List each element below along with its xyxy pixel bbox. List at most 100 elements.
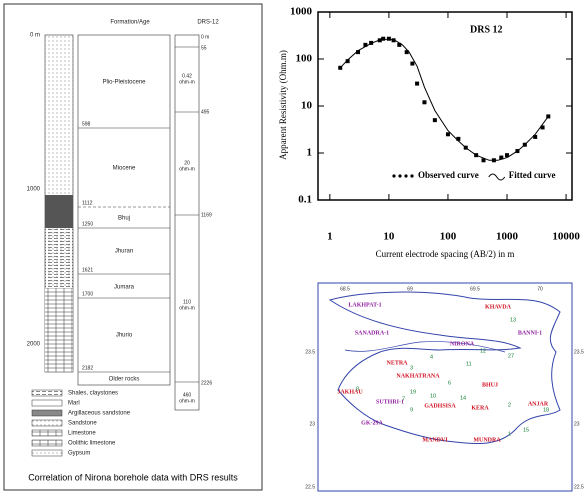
formation-name: Plio-Pleistocene [102,80,146,86]
x-tick-label: 100 [440,231,457,243]
drs-point: 9 [410,407,413,413]
boundary-depth: 598 [82,121,91,127]
lithology-layer [45,228,73,288]
lat-label: 23.5 [574,349,584,355]
place-label: SUTHRI-1 [376,399,404,405]
place-label: GK-29A [361,420,383,426]
lat-label: 23.5 [305,349,315,355]
drs-point: 6 [448,380,451,386]
lat-label: 23 [574,421,580,427]
lithology-layer [45,288,73,372]
observed-point [481,158,486,163]
x-tick-label: 10000 [552,231,580,243]
formation-name: Jhuran [115,249,133,255]
drs-point: 8 [356,386,359,392]
lat-label: 22.5 [305,484,315,490]
drs-unit: ohm-m [179,79,195,85]
drs-point: 15 [523,427,529,433]
place-label: KERA [471,405,489,411]
formation-name: Jumara [114,285,135,291]
lon-label: 68.5 [340,286,350,292]
coastline [328,291,561,445]
x-axis-label: Current electrode spacing (AB/2) in m [376,249,515,259]
depth-label: 0 m [30,33,40,39]
observed-point [533,134,538,139]
legend-label: Oolithic limestone [68,441,116,447]
formation-boundaries [78,127,170,373]
boundary-depth: 1112 [82,200,93,206]
legend-label: Shales, claystones [68,391,118,397]
drs-unit: ohm-m [179,166,195,172]
drs-depth: 55 [201,45,207,51]
drs-point: 19 [410,389,416,395]
y-tick-label: 0.1 [298,194,312,206]
resistivity-chart: DRS 12 Current electrode spacing (AB/2) … [278,6,580,260]
formation-name: Miocene [113,166,136,172]
y-axis-label: Apparent Resistivity (Ohm.m) [278,50,288,160]
boundary-depth: 1621 [82,267,93,273]
panel-border [3,3,263,491]
legend-label: Sandstone [68,421,97,427]
drs-resistivity: 20 [184,160,190,166]
drs-column [174,34,200,411]
lithology-legend [31,389,63,457]
place-label: BHUJ [482,382,498,388]
drs-point: 1 [508,431,511,437]
place-label: NETRA [386,360,408,366]
observed-point [345,59,350,64]
lon-label: 69.5 [470,286,480,292]
observed-point [540,125,545,130]
legend-label: Gypsum [68,451,90,457]
place-label: LAKHPAT-1 [348,302,381,308]
x-tick-label: 10 [383,231,395,243]
legend-label: Fitted curve [509,170,556,180]
boundary-depth: 2182 [82,365,93,371]
depth-label: 2000 [27,342,41,348]
legend-label: Limestone [68,431,96,437]
drs-depth: 0 m [201,34,209,40]
drs-depth: 2226 [201,380,212,386]
place-label: BANNI-1 [518,330,542,336]
place-label: KHAVDA [485,304,512,310]
drs-point: 7 [402,396,405,402]
drs-header: DRS-12 [197,20,219,26]
formation-name: Older rocks [109,377,140,383]
x-tick-label: 1000 [496,231,519,243]
place-label: MANDVI [422,437,448,443]
lon-label: 69 [407,286,413,292]
lon-label: 70 [537,286,543,292]
place-label: JAKHAU [337,389,363,395]
borehole-panel: Formation/Age DRS-12 0 m 1000 2000 Plio-… [3,3,263,491]
formation-column [77,34,171,386]
drs-point: 12 [480,348,486,354]
legend-swatch [398,174,402,178]
formation-header: Formation/Age [110,20,150,26]
lithology-layer [45,195,73,228]
observed-point [432,118,437,123]
depth-label: 1000 [27,187,41,193]
formation-name: Bhuj [118,216,130,222]
drs-unit: ohm-m [179,398,195,404]
y-tick-label: 1000 [290,6,313,18]
y-tick-label: 10 [301,100,313,112]
legend-label: Argillaceous sandstone [68,411,131,417]
drs-point: 18 [543,407,549,413]
drs-point: 11 [466,361,472,367]
drs-unit: ohm-m [179,305,195,311]
drs-resistivity: 110 [183,299,191,305]
legend-swatch [392,174,396,178]
boundary-depth: 1700 [82,291,93,297]
drs-depth: 1169 [201,212,212,218]
drs-point: 4 [430,354,433,360]
observed-point [363,42,368,47]
observed-point [404,50,409,55]
drs-depth: 495 [201,109,210,115]
lat-label: 23 [309,421,315,427]
observed-point [397,42,402,47]
drs-point: 2 [508,402,511,408]
drs-point: 10 [430,393,436,399]
observed-point [381,36,386,41]
place-label: GADHSISA [424,403,456,409]
observed-point [356,50,361,55]
